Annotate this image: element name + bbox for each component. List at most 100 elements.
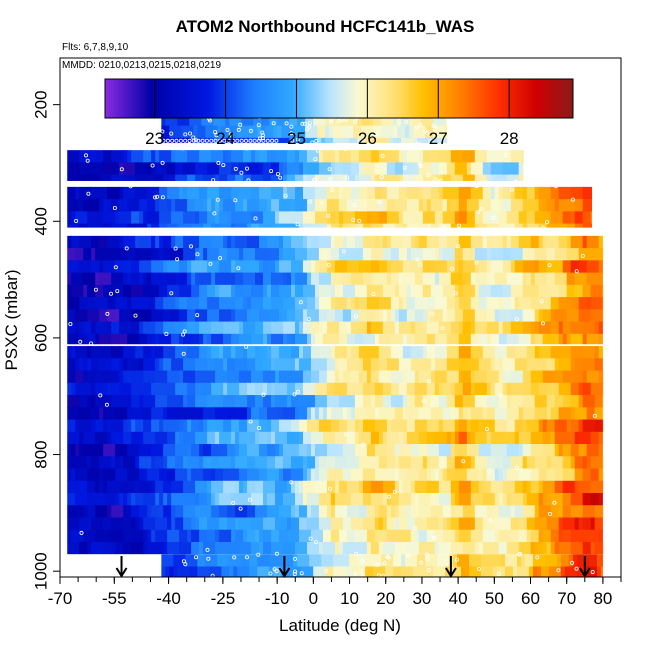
heat-cell <box>305 137 318 144</box>
heat-cell <box>302 517 308 531</box>
heat-cell <box>267 456 276 470</box>
heat-cell <box>223 382 228 396</box>
heat-cell <box>67 529 72 543</box>
heat-cell <box>247 223 252 228</box>
heat-cell <box>207 431 216 445</box>
heat-cell <box>354 419 360 433</box>
heat-cell <box>135 419 144 433</box>
heat-cell <box>481 566 494 577</box>
heat-cell <box>255 395 264 408</box>
heat-cell <box>151 272 156 286</box>
heat-cell <box>223 480 236 494</box>
heat-cell <box>75 358 80 372</box>
heat-cell <box>414 529 420 543</box>
heat-cell <box>306 444 312 457</box>
heat-cell <box>155 456 164 470</box>
heat-cell <box>358 186 368 200</box>
heat-cell <box>530 284 540 298</box>
heat-cell <box>494 346 508 359</box>
heat-cell <box>147 297 156 310</box>
heat-cell <box>207 199 212 212</box>
heat-cell <box>522 199 528 212</box>
heat-cell <box>570 505 576 519</box>
heat-cell <box>115 468 128 482</box>
heat-cell <box>498 358 504 372</box>
heat-cell <box>119 358 124 372</box>
heat-cell <box>75 444 80 457</box>
heat-cell <box>279 468 284 482</box>
heat-cell <box>79 297 88 310</box>
heat-cell <box>330 419 340 433</box>
heat-cell <box>458 260 464 274</box>
heat-cell <box>346 174 356 181</box>
heat-cell <box>267 235 280 249</box>
heat-cell <box>187 321 196 335</box>
sample-point <box>456 244 461 249</box>
sample-point <box>174 138 179 143</box>
heat-cell <box>566 235 572 249</box>
heat-cell <box>342 284 356 298</box>
heat-cell <box>199 517 208 531</box>
heat-cell <box>546 456 552 470</box>
heat-cell <box>267 419 272 433</box>
heat-cell <box>542 284 552 298</box>
heat-cell <box>135 358 140 372</box>
heat-cell <box>263 358 272 372</box>
heat-cell <box>207 162 216 176</box>
heat-cell <box>87 248 92 261</box>
heat-cell <box>79 333 88 345</box>
heat-cell <box>582 419 596 433</box>
heat-cell <box>203 456 208 470</box>
heat-cell <box>362 248 372 261</box>
sample-point <box>344 175 349 180</box>
heat-cell <box>119 321 128 335</box>
heat-cell <box>191 468 204 482</box>
heat-cell <box>287 444 300 457</box>
heat-cell <box>151 284 160 298</box>
heat-cell <box>373 113 382 127</box>
heat-cell <box>219 199 224 212</box>
sample-point <box>556 568 561 573</box>
heat-cell <box>175 444 188 457</box>
heat-cell <box>394 505 400 519</box>
heat-cell <box>346 456 360 470</box>
heat-cell <box>510 370 524 384</box>
heat-cell <box>91 199 100 212</box>
heat-cell <box>79 542 88 555</box>
heat-cell <box>191 284 200 298</box>
sample-point <box>181 351 186 356</box>
heat-cell <box>115 297 128 310</box>
heat-cell <box>99 235 108 249</box>
heat-cell <box>562 529 572 543</box>
sample-point <box>275 172 280 177</box>
heat-cell <box>298 395 304 408</box>
flight-arrowhead <box>278 567 291 578</box>
heat-cell <box>354 199 360 212</box>
heat-cell <box>139 431 144 445</box>
heat-cell <box>67 186 76 200</box>
heat-cell <box>410 346 424 359</box>
heat-cell <box>582 517 592 531</box>
sample-point <box>304 127 309 132</box>
heat-cell <box>263 260 268 274</box>
heat-cell <box>119 162 124 176</box>
sample-point <box>552 500 557 505</box>
heat-cell <box>267 468 280 482</box>
heat-cell <box>179 260 188 274</box>
heat-cell <box>458 431 468 445</box>
heat-cell <box>594 395 603 408</box>
heat-cell <box>310 272 320 286</box>
heat-cell <box>211 493 216 506</box>
heat-cell <box>418 235 428 249</box>
heat-cell <box>71 382 76 396</box>
heat-cell <box>446 297 456 310</box>
heat-cell <box>107 199 112 212</box>
heat-cell <box>398 456 412 470</box>
heat-cell <box>486 211 500 225</box>
heat-cell <box>346 199 356 212</box>
heat-cell <box>514 346 528 359</box>
heat-cell <box>151 235 156 249</box>
heat-cell <box>378 505 388 519</box>
heat-cell <box>127 297 132 310</box>
heat-cell <box>462 407 468 421</box>
